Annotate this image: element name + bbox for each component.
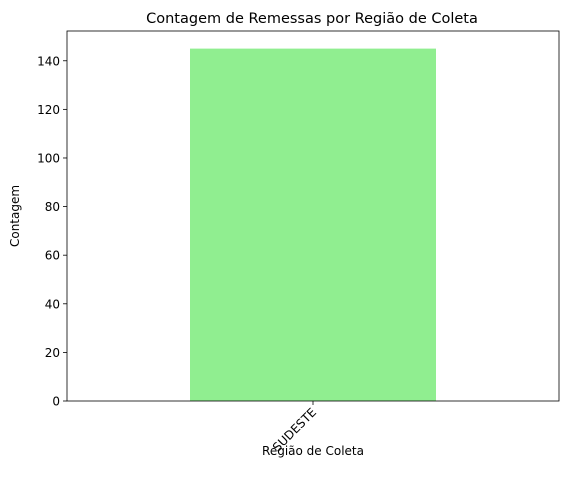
y-tick-label: 100 [37,151,60,165]
y-tick-label: 120 [37,103,60,117]
y-tick-label: 0 [52,395,60,409]
y-axis-label: Contagem [8,185,22,247]
y-tick-label: 60 [45,249,60,263]
plot-frame [66,30,560,402]
x-axis-label: Região de Coleta [262,444,364,458]
y-tick-label: 140 [37,54,60,68]
y-tick-label: 20 [45,346,60,360]
bar-sudeste [190,48,436,401]
y-tick-label: 80 [45,200,60,214]
chart-title: Contagem de Remessas por Região de Colet… [146,11,478,27]
y-tick-label: 40 [45,297,60,311]
